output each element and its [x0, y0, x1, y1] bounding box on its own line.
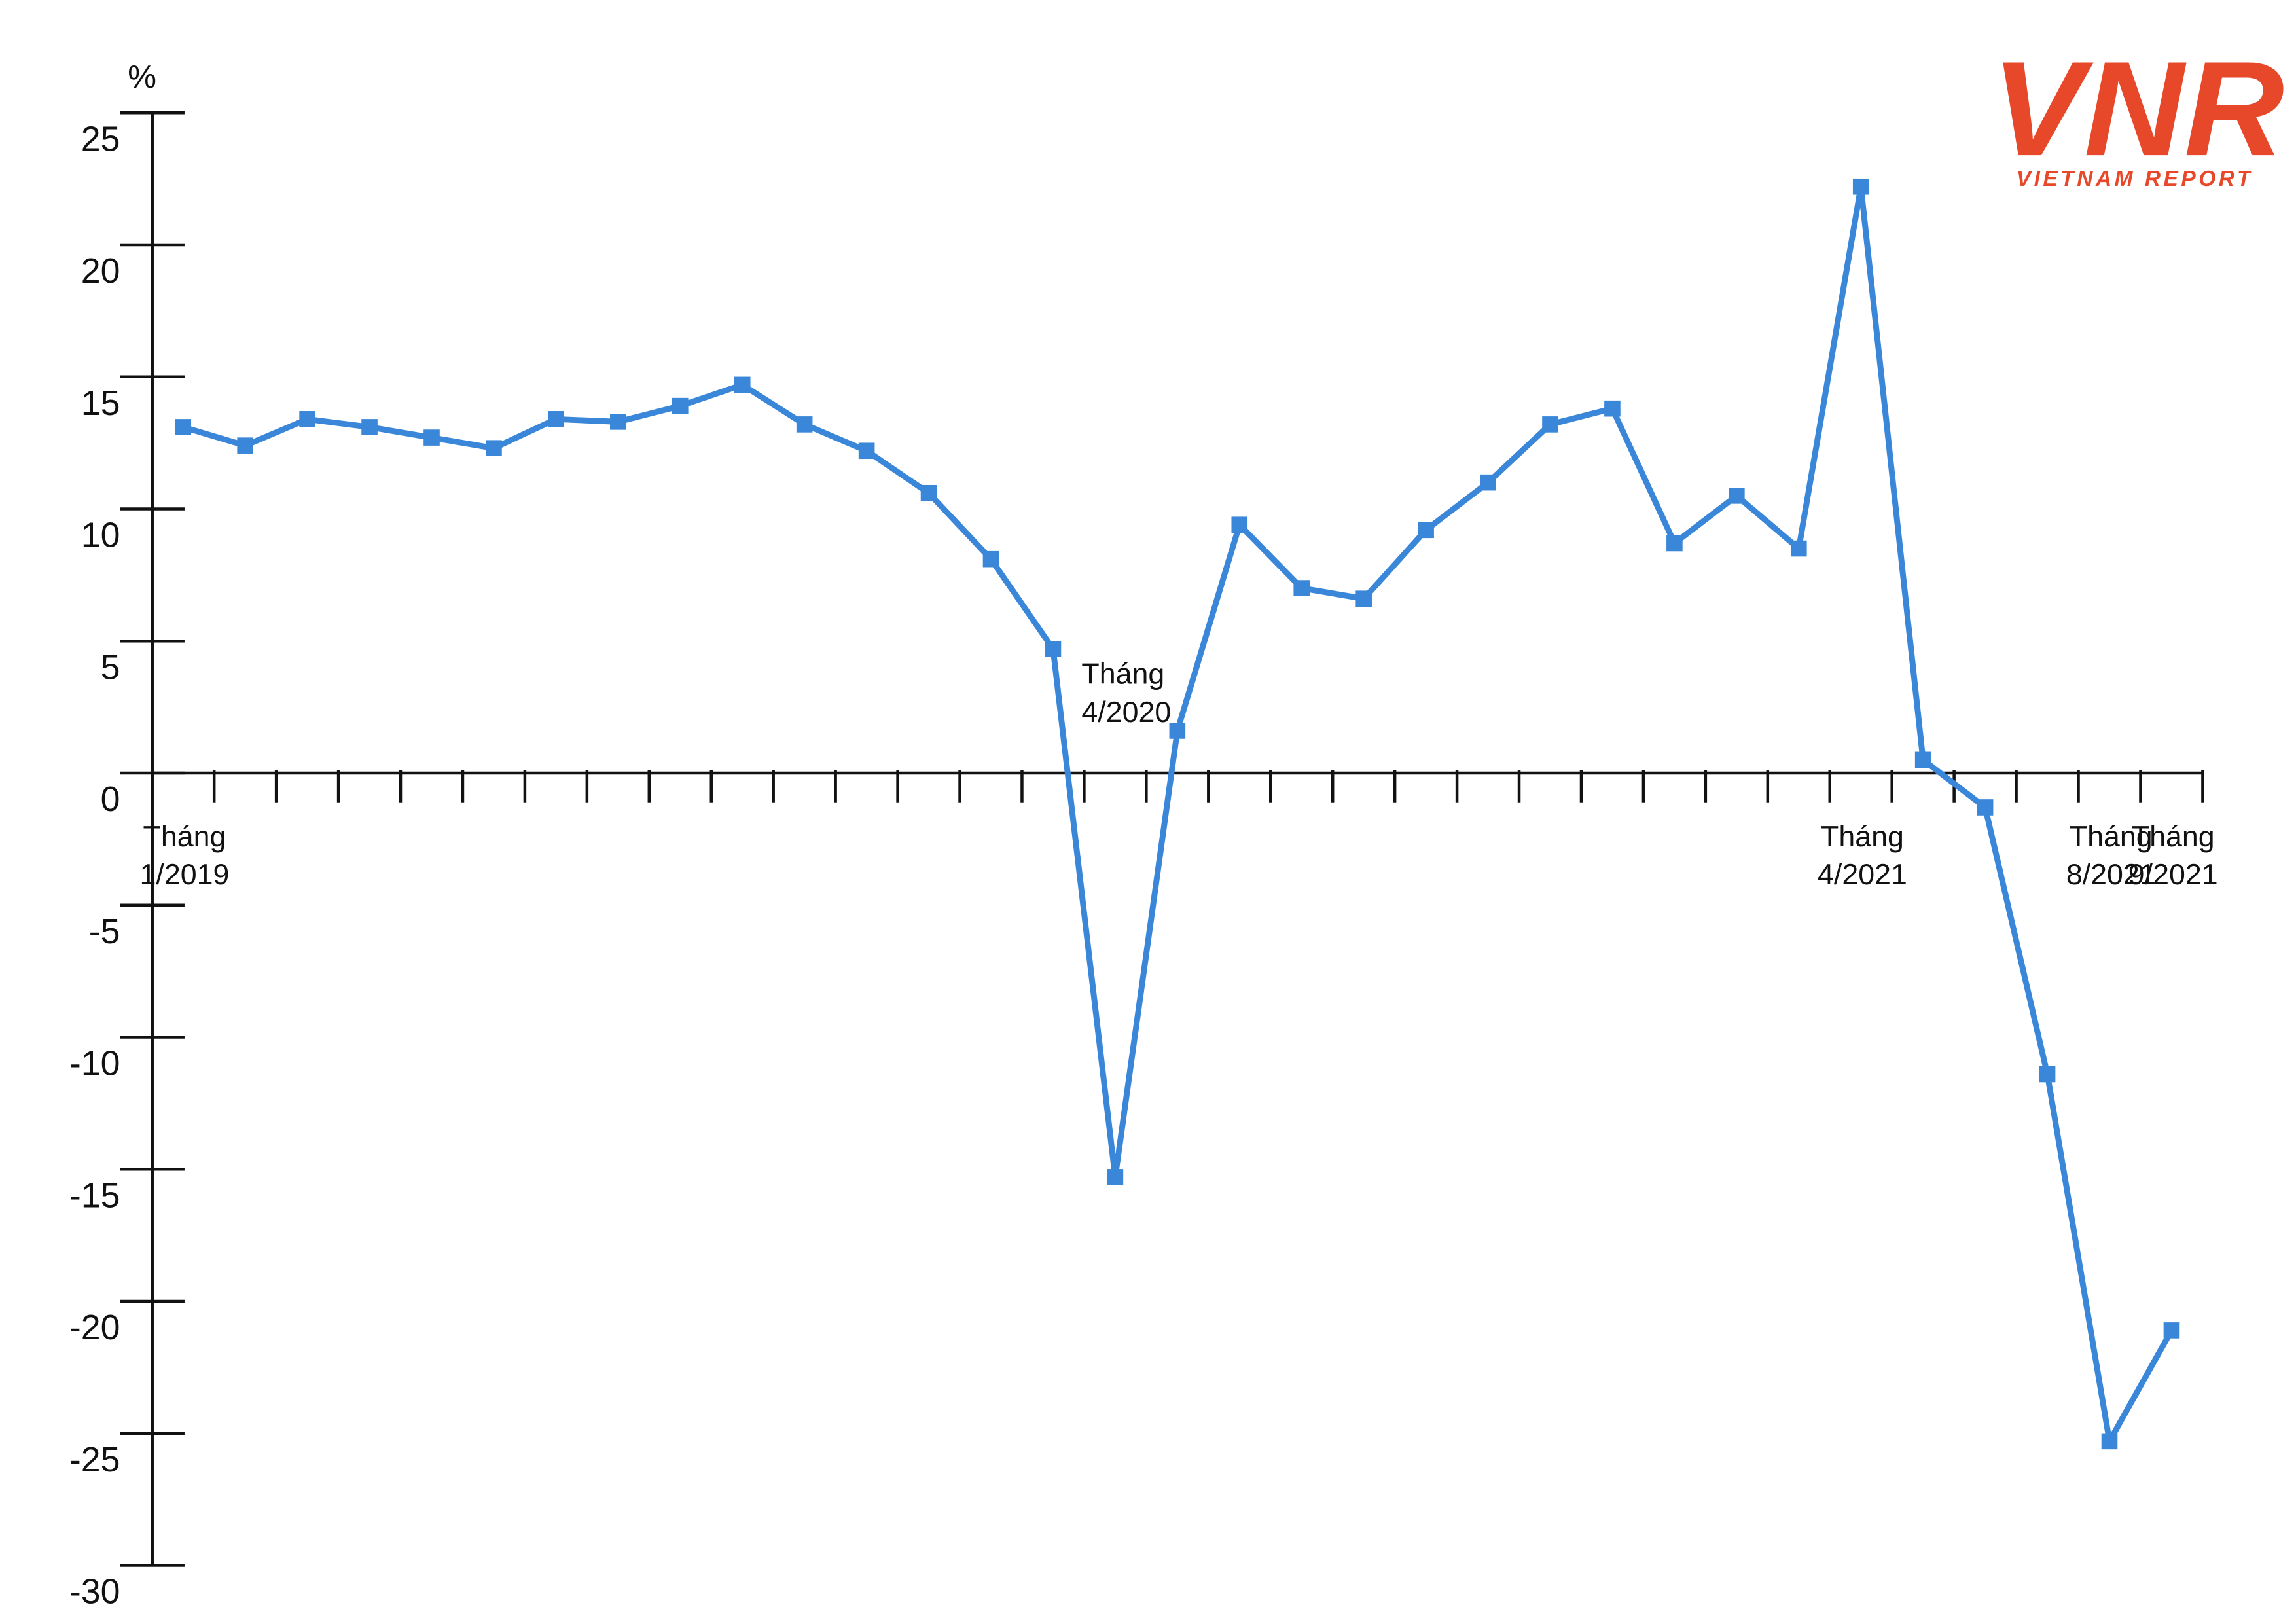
marker [1604, 400, 1621, 417]
y-tick-label: -15 [69, 1176, 120, 1215]
line [182, 183, 2174, 1445]
y-tick-label: -30 [69, 1572, 120, 1612]
marker [2101, 1433, 2118, 1450]
marker [1542, 416, 1558, 433]
marker [1169, 723, 1186, 739]
marker [1666, 535, 1683, 552]
y-tick-label: 25 [81, 119, 120, 158]
marker [734, 376, 751, 393]
y-tick-label: 10 [81, 516, 120, 555]
logo: VNR VIETNAM REPORT [1992, 33, 2284, 191]
logo-name: VIETNAM REPORT [2017, 167, 2253, 191]
marker [1480, 474, 1496, 491]
marker [237, 437, 253, 454]
x-tick-label: Tháng 1/2019 [140, 820, 230, 891]
x-tick-label: Tháng 8/2021 [2066, 820, 2156, 891]
marker [2039, 1066, 2056, 1083]
marker [361, 419, 378, 435]
marker [1852, 178, 1869, 195]
marker [1231, 516, 1248, 533]
marker [796, 416, 813, 433]
marker [672, 397, 689, 414]
marker [1914, 751, 1931, 768]
marker [175, 419, 192, 435]
marker [423, 429, 440, 446]
marker [486, 440, 502, 457]
marker [858, 442, 875, 460]
x-tick-label: Tháng 4/2021 [1818, 820, 1907, 891]
marker [299, 411, 315, 427]
marker [1977, 799, 1994, 816]
marker [1355, 590, 1372, 607]
marker [1293, 580, 1310, 596]
logo-mark: VNR [1992, 33, 2284, 184]
x-tick-label: Tháng 4/2020 [1081, 658, 1171, 729]
marker [548, 411, 564, 427]
marker [920, 484, 937, 501]
marker [982, 550, 999, 568]
y-tick-label: -5 [89, 912, 120, 951]
y-axis-label: % [128, 59, 156, 95]
y-tick-label: 0 [101, 780, 120, 819]
marker [1729, 488, 1745, 504]
x-tick-label: Tháng 9/2021 [2128, 820, 2218, 891]
y-tick-label: -10 [69, 1044, 120, 1083]
marker [610, 414, 626, 430]
marker [1107, 1169, 1124, 1185]
y-tick-label: 5 [101, 647, 120, 687]
y-tick-label: -25 [69, 1440, 120, 1479]
y-tick-label: 20 [81, 251, 120, 291]
marker [1790, 540, 1807, 557]
marker [2163, 1322, 2180, 1339]
marker [1045, 641, 1062, 657]
y-tick-label: -20 [69, 1308, 120, 1347]
y-tick-label: 15 [81, 384, 120, 423]
marker [1418, 522, 1434, 539]
